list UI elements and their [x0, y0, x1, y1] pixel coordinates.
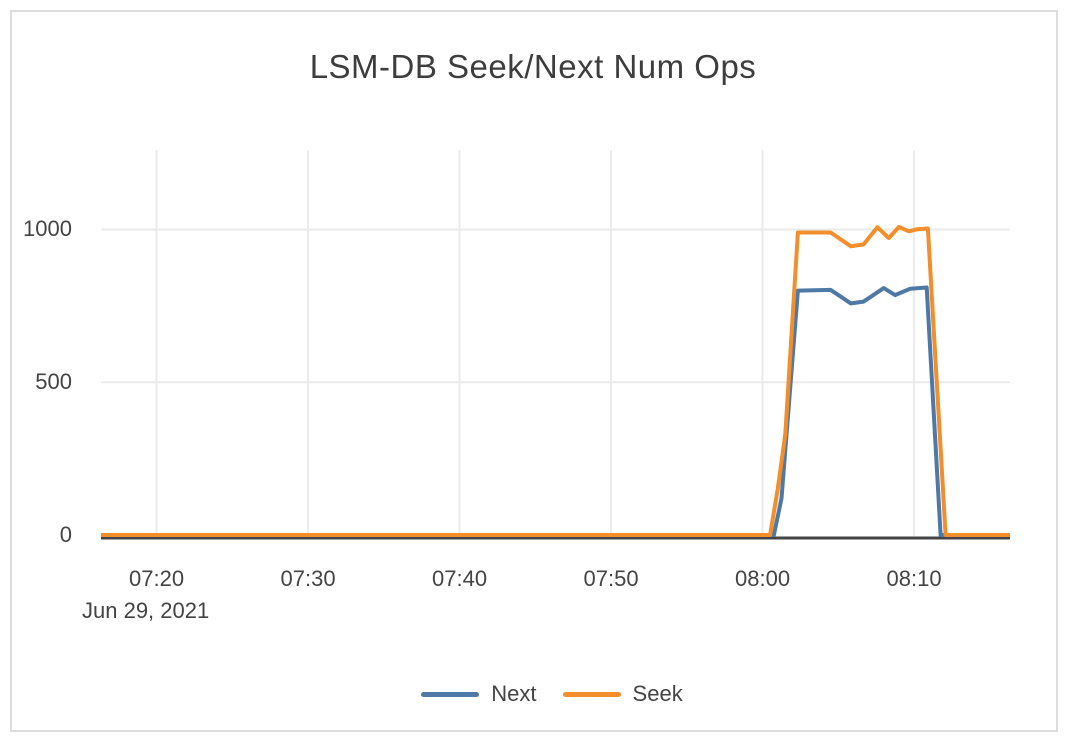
chart-card	[10, 10, 1058, 732]
y-tick-label: 0	[59, 522, 72, 547]
series-line-next	[101, 285, 1010, 537]
x-tick-label: 07:50	[583, 566, 639, 591]
legend-item-next[interactable]: Next	[421, 681, 537, 707]
chart-title: LSM-DB Seek/Next Num Ops	[309, 48, 757, 85]
series-line-seek	[101, 225, 1010, 537]
legend: Next Seek	[29, 681, 1068, 707]
x-tick-label: 08:00	[735, 566, 791, 591]
legend-line-seek	[562, 691, 621, 697]
x-tick-label: 07:30	[280, 566, 336, 591]
legend-item-seek[interactable]: Seek	[562, 681, 683, 707]
x-axis-date-label: Jun 29, 2021	[82, 598, 210, 623]
legend-line-next	[421, 691, 480, 697]
y-tick-label: 1000	[23, 216, 72, 242]
legend-label: Next	[491, 681, 537, 706]
legend-label: Seek	[632, 681, 683, 706]
x-tick-label: 07:20	[129, 566, 185, 591]
y-tick-label: 500	[35, 369, 72, 395]
x-tick-label: 07:40	[432, 566, 488, 591]
x-tick-label: 08:10	[886, 566, 942, 591]
